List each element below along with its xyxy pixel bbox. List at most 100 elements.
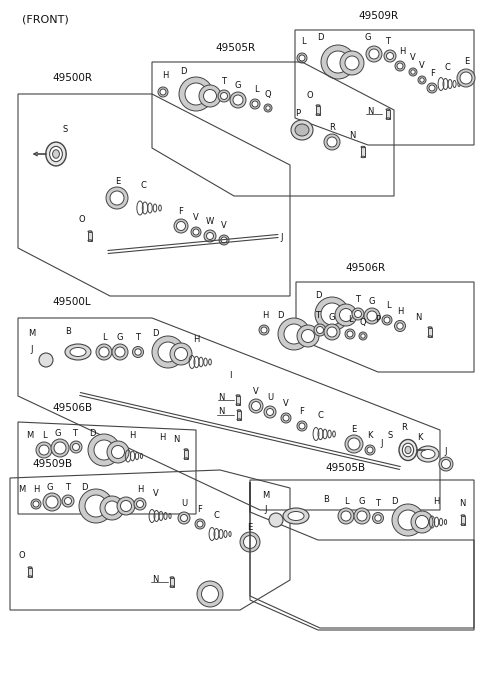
Text: M: M	[26, 431, 34, 441]
Text: H: H	[159, 433, 165, 443]
Text: L: L	[254, 86, 258, 94]
Text: D: D	[277, 311, 283, 321]
Text: S: S	[387, 431, 393, 441]
Circle shape	[85, 495, 107, 517]
Text: O: O	[307, 92, 313, 100]
Circle shape	[252, 402, 261, 410]
Circle shape	[269, 513, 283, 527]
Text: C: C	[140, 181, 146, 191]
Circle shape	[384, 50, 396, 62]
Ellipse shape	[283, 508, 309, 524]
Text: 49505R: 49505R	[215, 43, 255, 53]
Text: D: D	[81, 483, 87, 493]
Circle shape	[36, 442, 52, 458]
Circle shape	[354, 508, 370, 524]
Circle shape	[120, 501, 132, 512]
Text: N: N	[459, 499, 465, 508]
Ellipse shape	[399, 439, 417, 460]
Ellipse shape	[316, 114, 320, 115]
Circle shape	[106, 187, 128, 209]
Circle shape	[158, 342, 178, 362]
Ellipse shape	[288, 512, 304, 520]
Circle shape	[457, 69, 475, 87]
Circle shape	[39, 353, 53, 367]
Text: 49509B: 49509B	[32, 459, 72, 469]
Circle shape	[178, 512, 190, 524]
Text: Q: Q	[264, 90, 271, 98]
Text: K: K	[417, 433, 423, 443]
Circle shape	[367, 311, 377, 321]
Circle shape	[395, 61, 405, 71]
Ellipse shape	[417, 446, 439, 462]
Circle shape	[233, 95, 243, 105]
Circle shape	[299, 55, 305, 61]
Text: V: V	[193, 214, 199, 222]
Circle shape	[366, 46, 382, 62]
Text: J: J	[265, 506, 267, 514]
Text: E: E	[247, 524, 252, 532]
Ellipse shape	[461, 524, 465, 525]
Circle shape	[324, 134, 340, 150]
Ellipse shape	[53, 150, 60, 158]
Circle shape	[365, 445, 375, 455]
Circle shape	[442, 460, 451, 468]
Text: V: V	[221, 222, 227, 231]
Text: B: B	[323, 495, 329, 505]
Circle shape	[299, 423, 305, 429]
Ellipse shape	[316, 104, 320, 106]
Text: L: L	[300, 38, 305, 47]
Text: 49506B: 49506B	[52, 403, 92, 413]
Circle shape	[219, 235, 229, 245]
Ellipse shape	[291, 120, 313, 140]
Text: E: E	[351, 425, 357, 435]
Circle shape	[170, 343, 192, 365]
Circle shape	[418, 76, 426, 84]
Text: D: D	[152, 330, 158, 338]
Circle shape	[249, 399, 263, 413]
Text: M: M	[28, 330, 36, 338]
Text: C: C	[444, 63, 450, 73]
Ellipse shape	[49, 146, 62, 162]
Circle shape	[409, 68, 417, 76]
Bar	[170, 578, 174, 586]
Ellipse shape	[237, 410, 241, 411]
Circle shape	[99, 347, 109, 357]
Text: T: T	[385, 38, 391, 47]
Bar	[237, 410, 241, 419]
Circle shape	[355, 311, 361, 317]
Circle shape	[427, 83, 437, 93]
Bar	[316, 106, 320, 115]
Circle shape	[204, 90, 216, 102]
Ellipse shape	[70, 348, 86, 357]
Text: H: H	[162, 71, 168, 80]
Text: G: G	[329, 313, 335, 322]
Circle shape	[297, 53, 307, 63]
Text: H: H	[262, 311, 268, 321]
Text: H: H	[397, 307, 403, 317]
Circle shape	[382, 315, 392, 325]
Ellipse shape	[428, 336, 432, 337]
Text: M: M	[18, 485, 25, 495]
Text: T: T	[65, 483, 71, 491]
Text: T: T	[135, 334, 141, 342]
Text: N: N	[349, 131, 355, 140]
Circle shape	[341, 511, 351, 521]
Circle shape	[420, 78, 424, 82]
Text: 49506R: 49506R	[345, 263, 385, 273]
Text: B: B	[65, 328, 71, 336]
Bar	[428, 328, 432, 336]
Circle shape	[185, 83, 207, 105]
Bar	[184, 450, 188, 458]
Text: F: F	[300, 408, 304, 417]
Circle shape	[357, 511, 367, 521]
Circle shape	[321, 45, 355, 79]
Circle shape	[392, 504, 424, 536]
Ellipse shape	[236, 404, 240, 405]
Circle shape	[297, 325, 319, 347]
Circle shape	[345, 329, 355, 339]
Ellipse shape	[386, 109, 390, 111]
Bar	[461, 516, 465, 524]
Circle shape	[345, 435, 363, 453]
Text: V: V	[153, 489, 159, 499]
Circle shape	[160, 89, 166, 95]
